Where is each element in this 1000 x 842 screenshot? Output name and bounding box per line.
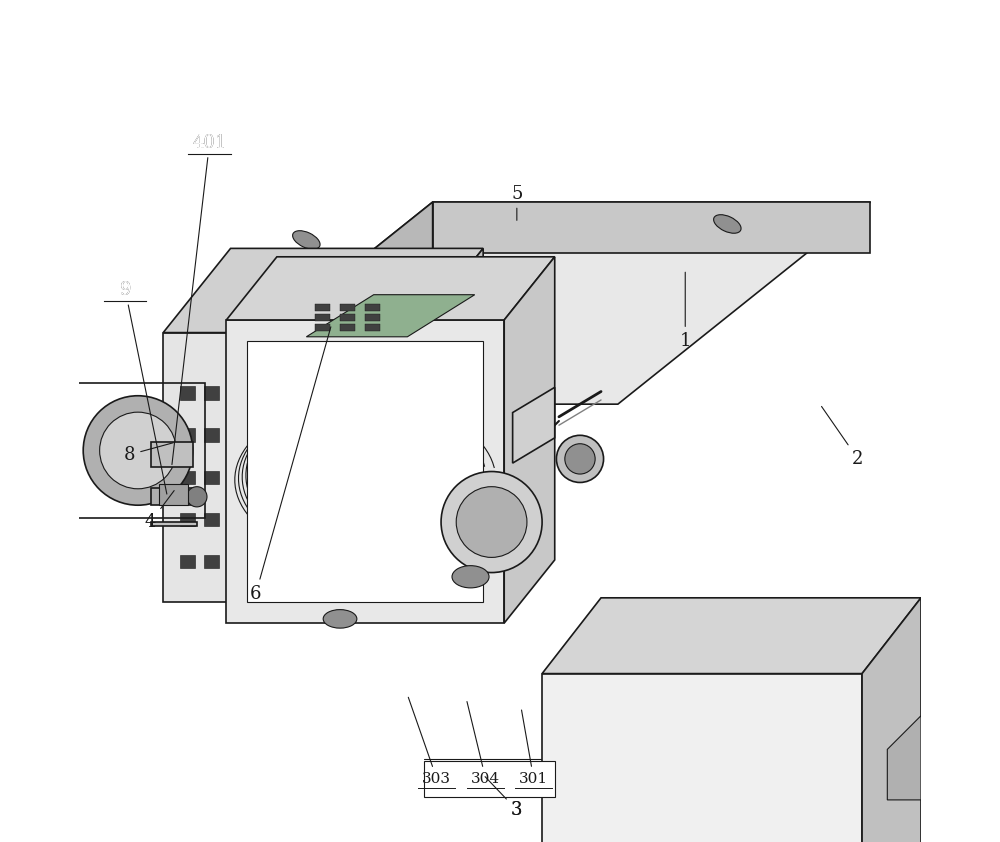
Ellipse shape [323, 610, 357, 628]
Bar [340, 304, 355, 311]
Bar [227, 555, 242, 568]
Bar [340, 314, 355, 321]
Text: 9: 9 [120, 281, 131, 300]
Bar [251, 471, 266, 484]
Polygon shape [542, 674, 862, 842]
Polygon shape [151, 522, 197, 526]
Circle shape [441, 472, 542, 573]
Bar [251, 513, 266, 526]
Text: 304: 304 [467, 701, 500, 786]
Polygon shape [180, 202, 433, 455]
Text: 401: 401 [192, 134, 227, 152]
Text: 9: 9 [120, 281, 167, 494]
Ellipse shape [452, 566, 489, 588]
Text: 401: 401 [172, 134, 227, 465]
Polygon shape [542, 598, 921, 674]
Polygon shape [513, 387, 555, 463]
Bar [340, 324, 355, 331]
Bar [204, 386, 219, 400]
Polygon shape [180, 202, 870, 404]
Bar [227, 429, 242, 442]
Ellipse shape [293, 231, 320, 249]
Polygon shape [226, 257, 555, 320]
Bar [227, 513, 242, 526]
Bar [159, 484, 188, 505]
Ellipse shape [714, 215, 741, 233]
Bar [204, 513, 219, 526]
Circle shape [556, 435, 604, 482]
Polygon shape [306, 295, 475, 337]
Circle shape [565, 444, 595, 474]
Bar [227, 471, 242, 484]
Bar [365, 314, 380, 321]
Bar [251, 555, 266, 568]
Circle shape [187, 487, 207, 507]
Bar [251, 429, 266, 442]
Text: 3: 3 [511, 786, 523, 819]
Polygon shape [151, 488, 197, 505]
Circle shape [100, 413, 176, 488]
Bar [315, 324, 330, 331]
Bar [315, 304, 330, 311]
Bar [365, 324, 380, 331]
Circle shape [83, 396, 193, 505]
Text: 2: 2 [822, 407, 864, 468]
Text: 1: 1 [679, 272, 691, 350]
Polygon shape [433, 202, 870, 253]
Text: 3: 3 [485, 776, 523, 819]
Polygon shape [862, 598, 921, 842]
Bar [204, 471, 219, 484]
Polygon shape [163, 248, 483, 333]
Bar [315, 314, 330, 321]
Text: 4: 4 [145, 491, 174, 531]
Bar [204, 429, 219, 442]
Bar [180, 513, 195, 526]
Text: 6: 6 [250, 327, 331, 603]
Bar [227, 386, 242, 400]
Bar [180, 386, 195, 400]
Bar [424, 761, 555, 797]
Bar [180, 471, 195, 484]
Polygon shape [887, 716, 921, 800]
Bar [180, 429, 195, 442]
Bar [180, 555, 195, 568]
Bar [71, 383, 205, 518]
Text: 301: 301 [519, 710, 548, 786]
Polygon shape [163, 333, 416, 602]
Text: 5: 5 [511, 184, 523, 221]
Bar [204, 555, 219, 568]
Polygon shape [247, 341, 483, 602]
Polygon shape [504, 257, 555, 623]
Bar [365, 304, 380, 311]
Circle shape [456, 487, 527, 557]
Polygon shape [416, 248, 483, 602]
Bar [251, 386, 266, 400]
Text: 8: 8 [124, 443, 173, 464]
Polygon shape [151, 442, 193, 467]
Text: 303: 303 [408, 697, 451, 786]
Polygon shape [226, 320, 504, 623]
